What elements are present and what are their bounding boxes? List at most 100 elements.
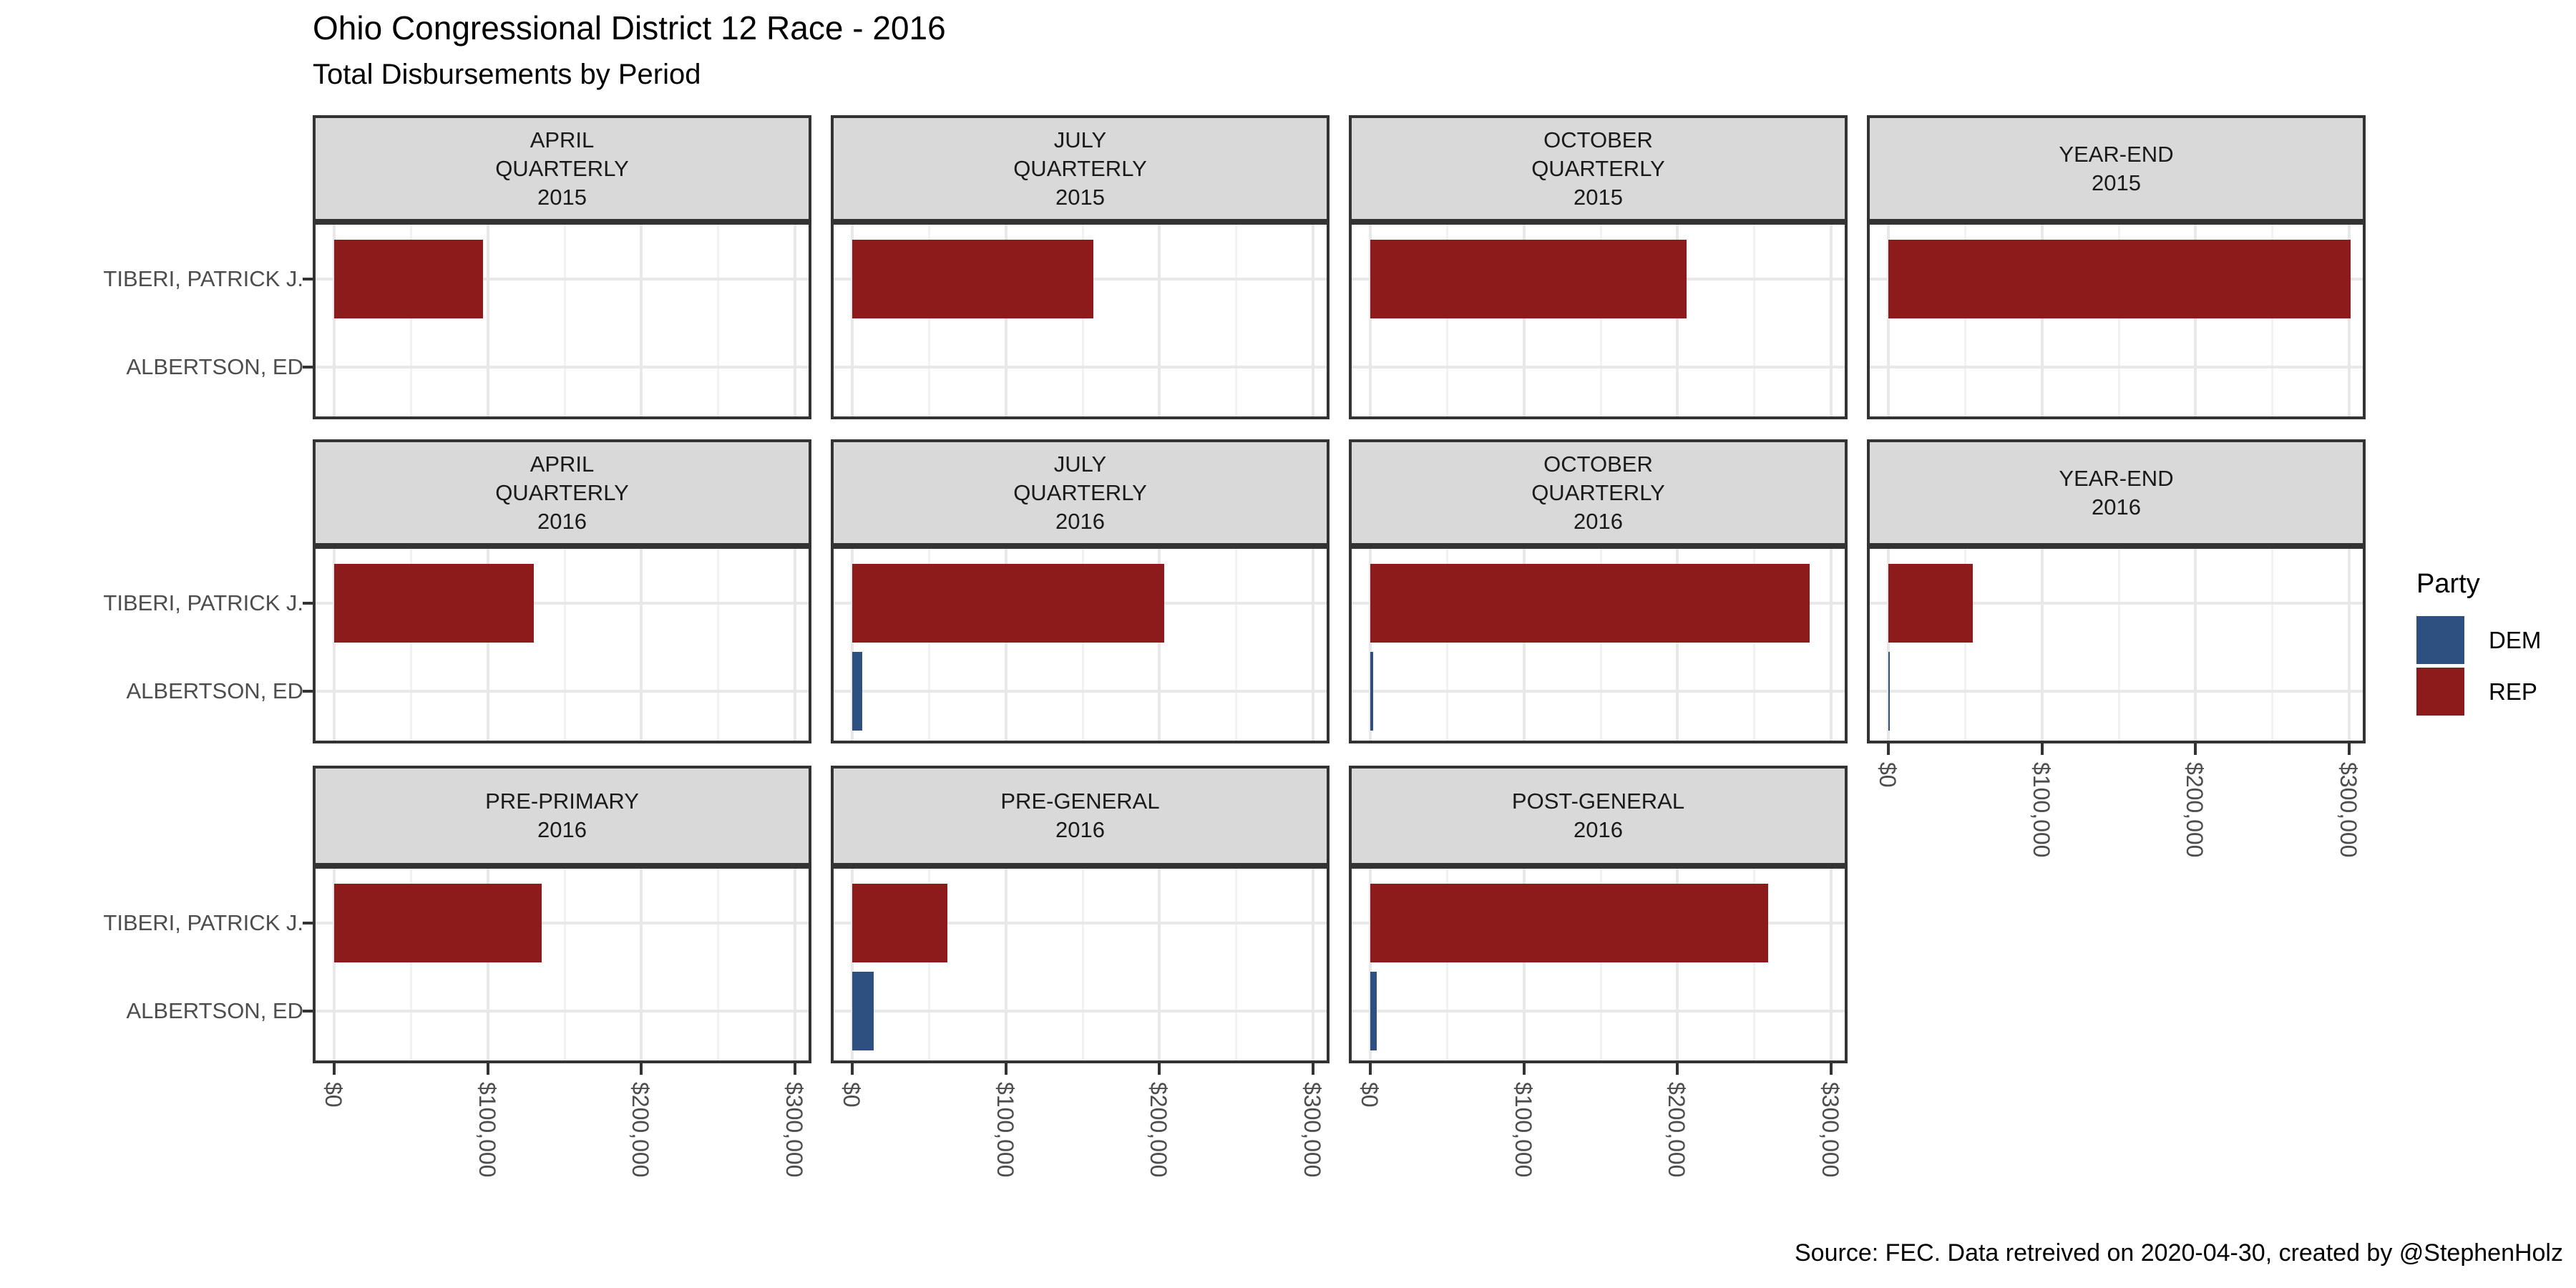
legend-label-rep: REP (2489, 678, 2537, 705)
gridline-category (1352, 366, 1845, 369)
x-axis-tick-label: $0 (1357, 1082, 1382, 1108)
facet-strip-label: QUARTERLY (1531, 479, 1665, 505)
facet-panel (1349, 546, 1848, 743)
x-axis-tick (1887, 743, 1890, 755)
gridline-major (851, 549, 854, 741)
legend-swatch-rep (2416, 668, 2464, 716)
gridline-minor (1235, 549, 1238, 741)
gridline-major (486, 225, 489, 416)
gridline-category (834, 366, 1327, 369)
x-axis-tick-label: $300,000 (2336, 762, 2362, 858)
gridline-major (794, 225, 797, 416)
x-axis-tick (1158, 1063, 1161, 1075)
facet-strip-label: POST-GENERAL (1511, 789, 1685, 814)
gridline-category (1870, 690, 2363, 693)
gridline-minor (563, 869, 566, 1060)
gridline-category (1352, 1010, 1845, 1013)
x-axis-tick-label: $200,000 (2182, 762, 2208, 858)
x-axis-tick-label: $100,000 (2028, 762, 2054, 858)
bar-dem (1888, 652, 1890, 731)
facet-strip-label: QUARTERLY (1013, 479, 1147, 505)
y-axis-label: TIBERI, PATRICK J. (103, 910, 303, 935)
x-axis-tick-label: $200,000 (628, 1082, 654, 1178)
x-axis-tick-label: $300,000 (781, 1082, 808, 1178)
gridline-major (1004, 549, 1008, 741)
y-axis-label: ALBERTSON, ED (126, 354, 303, 379)
facet-strip-label: JULY (1053, 127, 1107, 152)
gridline-major (333, 869, 336, 1060)
bar-rep (1370, 240, 1687, 318)
gridline-minor (2271, 225, 2274, 416)
facet-strip-label: 2015 (1574, 184, 1623, 210)
gridline-major (1676, 549, 1679, 741)
gridline-major (2348, 225, 2351, 416)
facet-strip: YEAR-END 2016 (1867, 439, 2366, 546)
gridline-minor (717, 225, 720, 416)
gridline-minor (927, 549, 930, 741)
gridline-major (1158, 869, 1161, 1060)
facet-panel (1867, 546, 2366, 743)
x-axis-tick (2194, 743, 2197, 755)
legend-swatch-dem (2416, 616, 2464, 664)
x-axis-tick (794, 1063, 797, 1075)
gridline-category (834, 922, 1327, 924)
gridline-major (1312, 549, 1315, 741)
facet-strip-label: 2016 (1574, 817, 1623, 842)
facet-strip-label: PRE-GENERAL (1000, 789, 1160, 814)
gridline-major (2194, 549, 2197, 741)
gridline-category (316, 278, 809, 280)
x-axis-tick-label: $100,000 (474, 1082, 500, 1178)
bar-rep (1888, 240, 2351, 318)
x-axis-tick (2348, 743, 2351, 755)
bar-dem (852, 652, 862, 731)
gridline-category (316, 690, 809, 693)
y-axis-tick (303, 922, 313, 924)
gridline-major (794, 869, 797, 1060)
facet-strip: JULY QUARTERLY 2016 (831, 439, 1330, 546)
x-axis-tick-label: $0 (321, 1082, 346, 1108)
gridline-major (1312, 225, 1315, 416)
y-axis-label: TIBERI, PATRICK J. (103, 266, 303, 291)
bar-rep (852, 564, 1164, 643)
bar-rep (1370, 564, 1810, 643)
gridline-major (486, 549, 489, 741)
gridline-major (1369, 549, 1372, 741)
facet-strip-label: QUARTERLY (495, 479, 629, 505)
gridline-minor (1753, 869, 1756, 1060)
y-axis-tick (303, 690, 313, 693)
facet-panel (1867, 222, 2366, 419)
legend-item-dem: DEM (2416, 616, 2541, 664)
gridline-major (1004, 869, 1008, 1060)
gridline-major (851, 225, 854, 416)
facet-strip: OCTOBER QUARTERLY 2015 (1349, 115, 1848, 222)
facet-panel (1349, 866, 1848, 1063)
facet-strip-label: 2016 (537, 508, 587, 534)
gridline-minor (1081, 549, 1084, 741)
y-axis-tick (303, 1010, 313, 1013)
facet-strip-label: 2016 (2092, 494, 2141, 519)
gridline-category (1352, 690, 1845, 693)
gridline-minor (1445, 869, 1448, 1060)
gridline-minor (927, 869, 930, 1060)
gridline-category (834, 1010, 1327, 1013)
gridline-minor (717, 549, 720, 741)
x-axis-tick (1522, 1063, 1526, 1075)
facet-strip-label: 2015 (1055, 184, 1105, 210)
legend-label-dem: DEM (2489, 626, 2542, 653)
x-axis-tick (1004, 1063, 1008, 1075)
x-axis-tick (1676, 1063, 1679, 1075)
y-axis-label: TIBERI, PATRICK J. (103, 590, 303, 615)
facet-strip-label: OCTOBER (1543, 451, 1653, 477)
facet-strip-label: 2016 (1055, 508, 1105, 534)
x-axis-tick-label: $200,000 (1146, 1082, 1172, 1178)
x-axis-tick (1369, 1063, 1372, 1075)
bar-rep (334, 240, 484, 318)
gridline-minor (717, 869, 720, 1060)
gridline-major (2194, 225, 2197, 416)
legend-item-rep: REP (2416, 668, 2537, 716)
gridline-major (1004, 225, 1008, 416)
facet-strip-label: 2015 (537, 184, 587, 210)
bar-rep (1370, 884, 1769, 962)
gridline-minor (409, 869, 412, 1060)
